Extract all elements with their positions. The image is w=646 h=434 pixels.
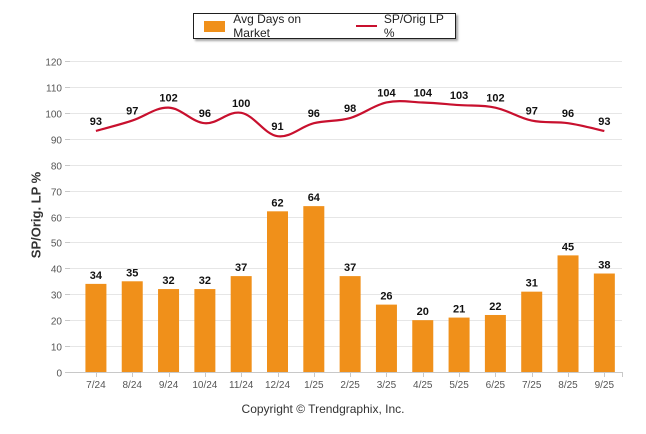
line-data-label: 103 bbox=[450, 90, 468, 102]
line-data-label: 96 bbox=[562, 108, 574, 120]
x-tick-label: 10/24 bbox=[192, 380, 217, 391]
bar bbox=[158, 289, 180, 372]
y-tick-label: 120 bbox=[45, 58, 62, 69]
bar-data-label: 31 bbox=[526, 278, 538, 290]
bar bbox=[121, 281, 143, 372]
x-tick-label: 8/24 bbox=[123, 380, 143, 391]
y-tick-label: 70 bbox=[51, 188, 63, 199]
bar-data-label: 21 bbox=[453, 304, 465, 316]
x-tick-label: 12/24 bbox=[265, 380, 290, 391]
bar bbox=[593, 273, 615, 372]
y-tick-label: 50 bbox=[51, 239, 63, 250]
bar bbox=[412, 320, 434, 372]
bar-data-label: 35 bbox=[126, 267, 138, 279]
legend: Avg Days on Market SP/Orig LP % bbox=[193, 12, 456, 40]
line-data-label: 93 bbox=[90, 116, 102, 128]
sp-orig-lp-line bbox=[95, 100, 605, 138]
x-axis-ticks: 7/24 8/24 9/24 10/24 11/24 12/24 1/25 2/25 3/25 4… bbox=[70, 372, 623, 391]
y-axis-ticks: 0 10 20 30 40 50 60 70 80 90 100 110 120 bbox=[45, 58, 70, 380]
line-series bbox=[95, 100, 605, 138]
line-data-label: 97 bbox=[126, 106, 138, 118]
bar bbox=[375, 304, 397, 372]
y-tick-label: 110 bbox=[46, 84, 62, 95]
bar bbox=[85, 283, 107, 372]
x-tick-label: 6/25 bbox=[486, 380, 506, 391]
legend-item-sp-orig-lp[interactable]: SP/Orig LP % bbox=[338, 12, 455, 40]
line-data-label: 102 bbox=[486, 93, 504, 105]
y-tick-label: 80 bbox=[51, 162, 63, 173]
y-tick-label: 40 bbox=[51, 265, 63, 276]
bar-data-label: 45 bbox=[562, 241, 574, 253]
bar bbox=[448, 317, 470, 372]
line-data-labels: 93 97 102 96 100 91 96 98 104 104 103 102 97 96 93 bbox=[90, 87, 611, 133]
bar-data-label: 37 bbox=[235, 262, 247, 274]
y-tick-label: 60 bbox=[51, 214, 63, 225]
x-tick-label: 7/25 bbox=[522, 380, 542, 391]
legend-label-sp-orig-lp: SP/Orig LP % bbox=[383, 12, 444, 40]
bar bbox=[484, 314, 506, 372]
line-data-label: 93 bbox=[598, 116, 610, 128]
y-tick-label: 20 bbox=[51, 317, 63, 328]
bar-data-labels: 34 35 32 32 37 62 64 37 26 20 21 22 31 45 38 bbox=[90, 192, 611, 318]
bar-data-label: 20 bbox=[417, 306, 429, 318]
x-tick-label: 2/25 bbox=[340, 380, 360, 391]
line-data-label: 97 bbox=[526, 106, 538, 118]
legend-label-avg-days: Avg Days on Market bbox=[233, 12, 302, 40]
line-data-label: 104 bbox=[414, 87, 433, 99]
x-tick-label: 8/25 bbox=[558, 380, 578, 391]
legend-line-swatch-icon bbox=[355, 25, 377, 27]
line-data-label: 91 bbox=[271, 121, 283, 133]
y-tick-label: 90 bbox=[51, 136, 63, 147]
line-data-label: 102 bbox=[159, 93, 177, 105]
x-tick-label: 7/24 bbox=[86, 380, 106, 391]
x-tick-label: 1/25 bbox=[304, 380, 324, 391]
y-tick-label: 30 bbox=[51, 291, 63, 302]
bar-data-label: 64 bbox=[308, 192, 321, 204]
bar bbox=[194, 289, 216, 372]
bar-data-label: 32 bbox=[162, 275, 174, 287]
line-data-label: 100 bbox=[232, 98, 250, 110]
legend-item-avg-days[interactable]: Avg Days on Market bbox=[194, 12, 338, 40]
legend-bar-swatch-icon bbox=[204, 20, 226, 32]
bar-data-label: 22 bbox=[489, 301, 501, 313]
bar bbox=[267, 211, 288, 372]
copyright-footer: Copyright © Trendgraphix, Inc. bbox=[241, 402, 405, 416]
x-tick-label: 3/25 bbox=[377, 380, 397, 391]
bar-data-label: 37 bbox=[344, 262, 356, 274]
bar-data-label: 62 bbox=[271, 197, 283, 209]
x-tick-label: 4/25 bbox=[413, 380, 433, 391]
y-tick-label: 0 bbox=[56, 369, 62, 380]
line-data-label: 104 bbox=[377, 87, 396, 99]
bar bbox=[230, 276, 252, 372]
y-tick-label: 100 bbox=[45, 110, 62, 121]
bar-data-label: 34 bbox=[90, 270, 103, 282]
bar-data-label: 32 bbox=[199, 275, 211, 287]
bar bbox=[557, 255, 579, 372]
line-data-label: 96 bbox=[308, 108, 320, 120]
bar-data-label: 38 bbox=[598, 260, 610, 272]
bar-data-label: 26 bbox=[380, 291, 392, 303]
bar bbox=[303, 206, 325, 372]
bar bbox=[339, 276, 361, 372]
line-data-label: 96 bbox=[199, 108, 211, 120]
x-tick-label: 9/25 bbox=[595, 380, 615, 391]
bar bbox=[521, 291, 543, 372]
x-tick-label: 5/25 bbox=[449, 380, 469, 391]
bar-series bbox=[85, 206, 615, 372]
y-tick-label: 10 bbox=[51, 343, 63, 354]
line-data-label: 98 bbox=[344, 103, 356, 115]
x-tick-label: 9/24 bbox=[159, 380, 179, 391]
x-tick-label: 11/24 bbox=[229, 380, 254, 391]
